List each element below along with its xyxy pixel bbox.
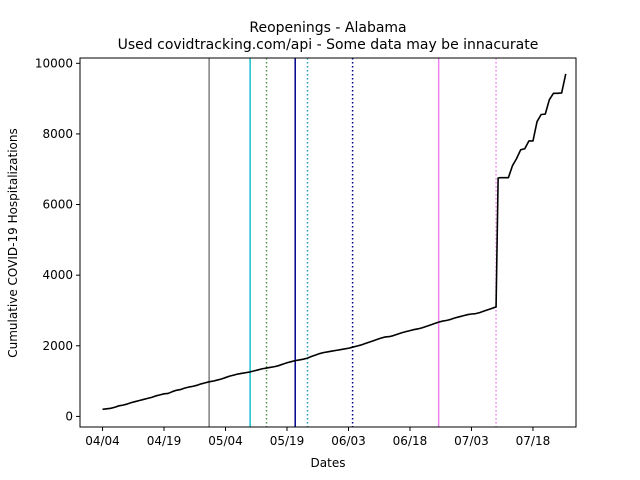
- x-tick-label: 07/03: [454, 434, 489, 448]
- series-line-1: [102, 73, 567, 411]
- y-tick-label: 4000: [42, 268, 73, 282]
- y-tick-label: 10000: [35, 56, 73, 70]
- x-tick-label: 06/03: [331, 434, 366, 448]
- y-tick-label: 6000: [42, 198, 73, 212]
- x-tick-label: 04/04: [85, 434, 120, 448]
- y-tick-label: 8000: [42, 127, 73, 141]
- y-tick-label: 2000: [42, 339, 73, 353]
- x-tick-label: 05/19: [270, 434, 305, 448]
- x-tick-label: 04/19: [147, 434, 182, 448]
- x-axis-label: Dates: [311, 456, 346, 470]
- chart-title: Reopenings - Alabama: [249, 20, 406, 36]
- x-tick-label: 05/04: [208, 434, 243, 448]
- y-tick-label: 0: [65, 409, 73, 423]
- plot-area: [102, 58, 567, 427]
- y-axis-label: Cumulative COVID-19 Hospitalizations: [6, 128, 20, 358]
- chart-subtitle: Used covidtracking.com/api - Some data m…: [118, 37, 539, 53]
- x-tick-label: 06/18: [393, 434, 428, 448]
- x-tick-label: 07/18: [516, 434, 551, 448]
- plot-frame: [79, 57, 577, 428]
